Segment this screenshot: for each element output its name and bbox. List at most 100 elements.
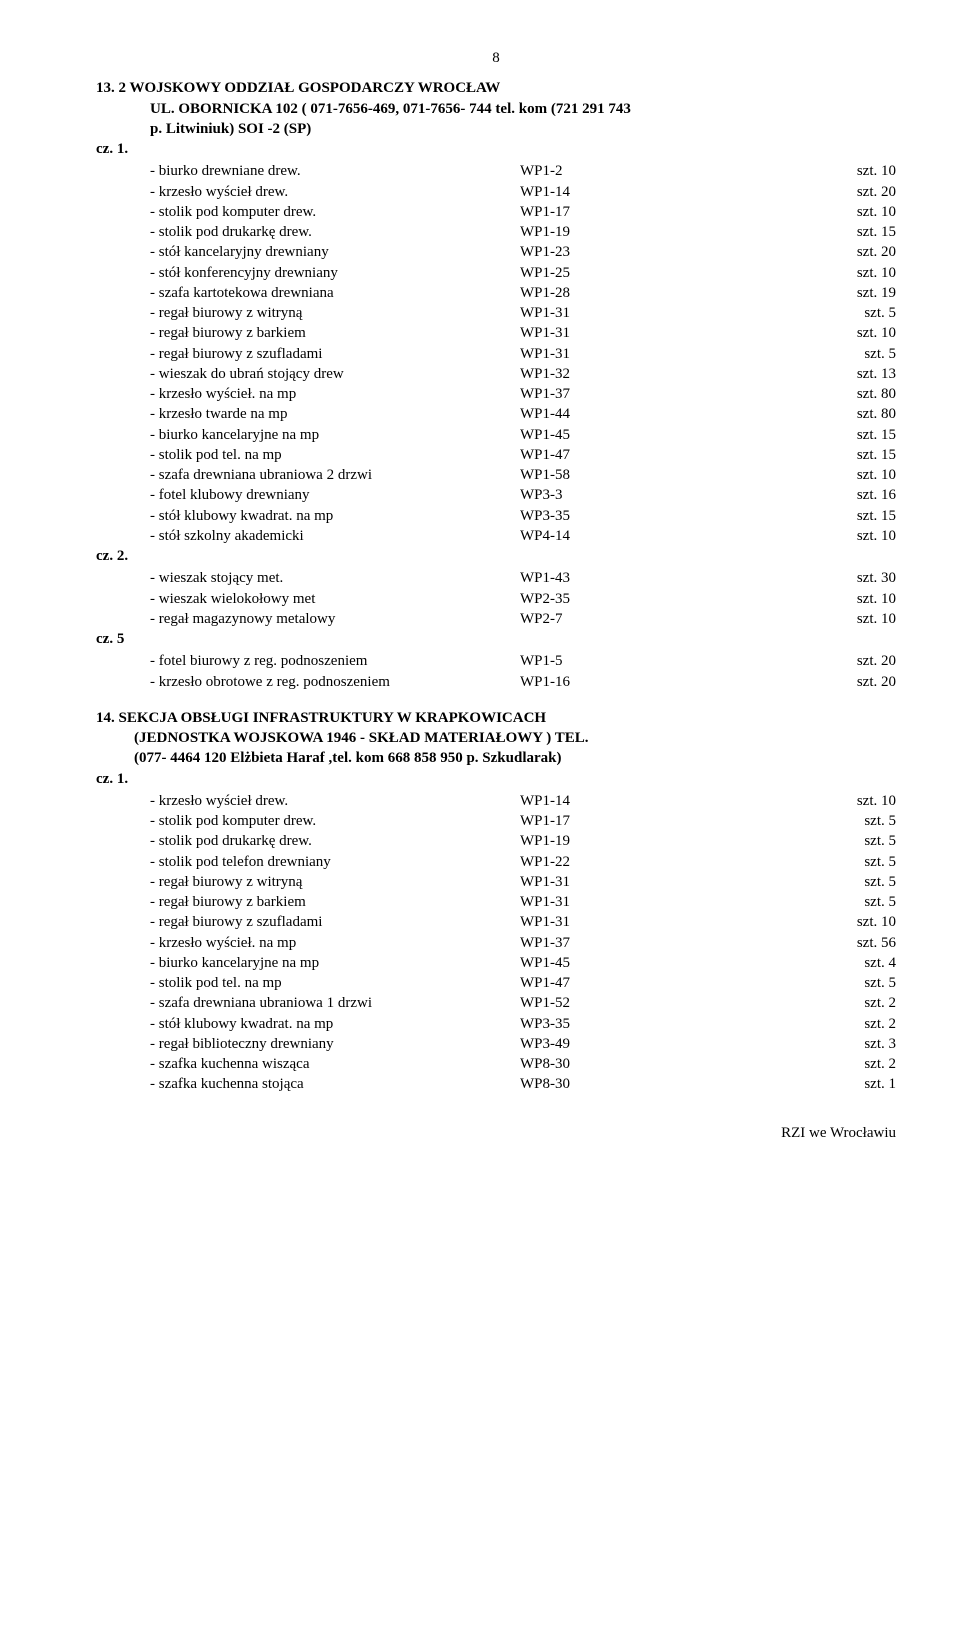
cz-label: cz. 1.	[96, 139, 896, 159]
section-13-cz1-list: - biurko drewniane drew.WP1-2szt. 10- kr…	[96, 161, 896, 546]
item-qty: szt. 10	[780, 465, 896, 485]
item-code: WP1-25	[520, 263, 780, 283]
list-item: - szafa kartotekowa drewnianaWP1-28szt. …	[96, 283, 896, 303]
item-label: - stolik pod drukarkę drew.	[96, 831, 520, 851]
item-code: WP1-52	[520, 993, 780, 1013]
list-item: - stół konferencyjny drewnianyWP1-25szt.…	[96, 263, 896, 283]
item-label: - stół konferencyjny drewniany	[96, 263, 520, 283]
list-item: - szafka kuchenna stojącaWP8-30szt. 1	[96, 1074, 896, 1094]
page-number: 8	[96, 48, 896, 68]
item-qty: szt. 30	[780, 568, 896, 588]
item-code: WP1-58	[520, 465, 780, 485]
item-code: WP1-19	[520, 831, 780, 851]
item-label: - regał biurowy z szufladami	[96, 344, 520, 364]
item-qty: szt. 1	[780, 1074, 896, 1094]
item-code: WP1-22	[520, 852, 780, 872]
list-item: - stolik pod komputer drew.WP1-17szt. 10	[96, 202, 896, 222]
cz-label: cz. 2.	[96, 546, 896, 566]
item-qty: szt. 5	[780, 852, 896, 872]
section-14-cz1-list: - krzesło wyścieł drew.WP1-14szt. 10- st…	[96, 791, 896, 1095]
item-label: - regał biurowy z szufladami	[96, 912, 520, 932]
item-qty: szt. 5	[780, 831, 896, 851]
item-qty: szt. 15	[780, 445, 896, 465]
item-code: WP1-17	[520, 811, 780, 831]
list-item: - krzesło twarde na mpWP1-44szt. 80	[96, 404, 896, 424]
list-item: - fotel klubowy drewnianyWP3-3szt. 16	[96, 485, 896, 505]
item-label: - fotel klubowy drewniany	[96, 485, 520, 505]
item-label: - szafka kuchenna wisząca	[96, 1054, 520, 1074]
list-item: - szafa drewniana ubraniowa 1 drzwiWP1-5…	[96, 993, 896, 1013]
item-label: - fotel biurowy z reg. podnoszeniem	[96, 651, 520, 671]
item-qty: szt. 2	[780, 993, 896, 1013]
item-qty: szt. 56	[780, 933, 896, 953]
item-code: WP1-45	[520, 425, 780, 445]
item-qty: szt. 15	[780, 506, 896, 526]
item-label: - stolik pod drukarkę drew.	[96, 222, 520, 242]
item-qty: szt. 2	[780, 1014, 896, 1034]
item-label: - biurko kancelaryjne na mp	[96, 953, 520, 973]
item-code: WP1-2	[520, 161, 780, 181]
item-code: WP1-31	[520, 344, 780, 364]
list-item: - krzesło wyścieł. na mpWP1-37szt. 80	[96, 384, 896, 404]
list-item: - wieszak stojący met.WP1-43szt. 30	[96, 568, 896, 588]
item-label: - krzesło wyścieł drew.	[96, 791, 520, 811]
item-qty: szt. 4	[780, 953, 896, 973]
list-item: - regał biurowy z barkiemWP1-31szt. 10	[96, 323, 896, 343]
item-qty: szt. 5	[780, 344, 896, 364]
section-13-cz2-list: - wieszak stojący met.WP1-43szt. 30- wie…	[96, 568, 896, 629]
item-code: WP1-19	[520, 222, 780, 242]
item-qty: szt. 20	[780, 182, 896, 202]
item-label: - stolik pod komputer drew.	[96, 202, 520, 222]
item-code: WP1-28	[520, 283, 780, 303]
item-code: WP2-35	[520, 589, 780, 609]
item-label: - stolik pod telefon drewniany	[96, 852, 520, 872]
item-label: - stolik pod tel. na mp	[96, 973, 520, 993]
cz-label: cz. 5	[96, 629, 896, 649]
item-code: WP1-47	[520, 973, 780, 993]
item-code: WP1-31	[520, 892, 780, 912]
item-qty: szt. 3	[780, 1034, 896, 1054]
section-14-heading: 14. SEKCJA OBSŁUGI INFRASTRUKTURY W KRAP…	[96, 708, 896, 769]
list-item: - stolik pod komputer drew.WP1-17szt. 5	[96, 811, 896, 831]
list-item: - stolik pod drukarkę drew.WP1-19szt. 5	[96, 831, 896, 851]
heading-line: 14. SEKCJA OBSŁUGI INFRASTRUKTURY W KRAP…	[96, 708, 896, 728]
item-qty: szt. 5	[780, 872, 896, 892]
item-label: - biurko kancelaryjne na mp	[96, 425, 520, 445]
list-item: - szafa drewniana ubraniowa 2 drzwiWP1-5…	[96, 465, 896, 485]
list-item: - biurko drewniane drew.WP1-2szt. 10	[96, 161, 896, 181]
item-code: WP3-49	[520, 1034, 780, 1054]
item-label: - regał biurowy z witryną	[96, 872, 520, 892]
list-item: - wieszak wielokołowy metWP2-35szt. 10	[96, 589, 896, 609]
item-code: WP1-45	[520, 953, 780, 973]
list-item: - regał biblioteczny drewnianyWP3-49szt.…	[96, 1034, 896, 1054]
item-label: - biurko drewniane drew.	[96, 161, 520, 181]
item-code: WP8-30	[520, 1074, 780, 1094]
item-code: WP1-43	[520, 568, 780, 588]
item-code: WP1-16	[520, 672, 780, 692]
list-item: - stolik pod tel. na mpWP1-47szt. 15	[96, 445, 896, 465]
item-qty: szt. 80	[780, 384, 896, 404]
item-qty: szt. 5	[780, 892, 896, 912]
list-item: - krzesło wyścieł drew.WP1-14szt. 20	[96, 182, 896, 202]
heading-line: 13. 2 WOJSKOWY ODDZIAŁ GOSPODARCZY WROCŁ…	[96, 78, 896, 98]
item-label: - stół kancelaryjny drewniany	[96, 242, 520, 262]
list-item: - stolik pod telefon drewnianyWP1-22szt.…	[96, 852, 896, 872]
item-code: WP1-31	[520, 303, 780, 323]
list-item: - krzesło wyścieł. na mpWP1-37szt. 56	[96, 933, 896, 953]
item-label: - stół szkolny akademicki	[96, 526, 520, 546]
item-code: WP3-35	[520, 506, 780, 526]
item-label: - szafa kartotekowa drewniana	[96, 283, 520, 303]
item-label: - regał biurowy z witryną	[96, 303, 520, 323]
item-code: WP1-37	[520, 384, 780, 404]
list-item: - krzesło wyścieł drew.WP1-14szt. 10	[96, 791, 896, 811]
item-code: WP8-30	[520, 1054, 780, 1074]
list-item: - wieszak do ubrań stojący drewWP1-32szt…	[96, 364, 896, 384]
section-13-heading: 13. 2 WOJSKOWY ODDZIAŁ GOSPODARCZY WROCŁ…	[96, 78, 896, 139]
item-label: - wieszak do ubrań stojący drew	[96, 364, 520, 384]
item-qty: szt. 20	[780, 242, 896, 262]
item-qty: szt. 5	[780, 811, 896, 831]
item-label: - krzesło wyścieł. na mp	[96, 933, 520, 953]
list-item: - regał biurowy z szufladamiWP1-31szt. 5	[96, 344, 896, 364]
item-label: - stolik pod komputer drew.	[96, 811, 520, 831]
item-code: WP1-31	[520, 323, 780, 343]
